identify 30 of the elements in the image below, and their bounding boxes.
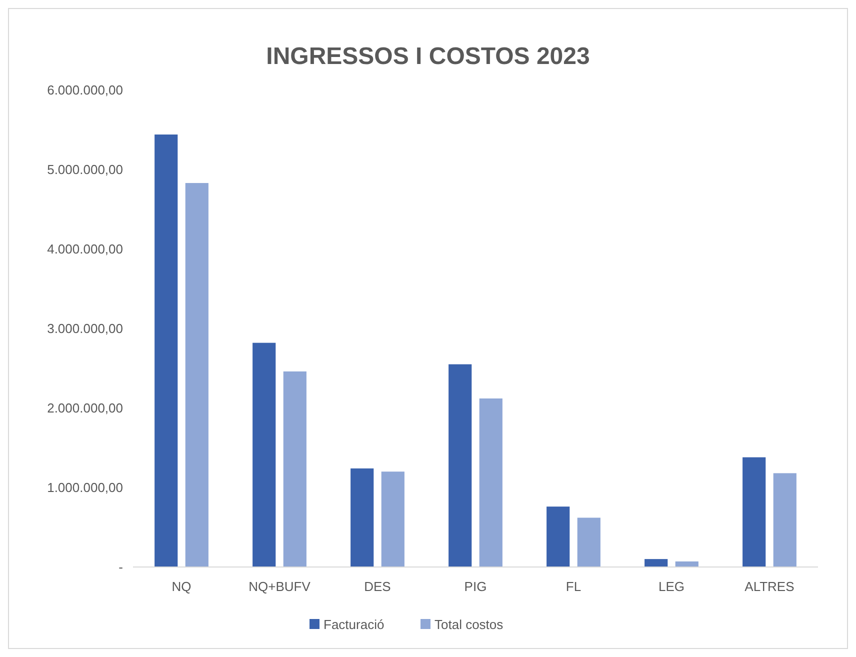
x-tick-label: DES	[364, 579, 392, 594]
x-tick-label: NQ	[172, 579, 192, 594]
x-tick-label: NQ+BUFV	[248, 579, 311, 594]
bar	[381, 472, 404, 567]
y-tick-label: -	[118, 560, 123, 575]
bar	[448, 364, 472, 567]
bar	[742, 457, 766, 567]
y-tick-label: 6.000.000,00	[47, 82, 123, 98]
legend-label: Total costos	[434, 617, 504, 632]
bar	[479, 398, 502, 567]
bar	[283, 371, 306, 567]
chart-title: INGRESSOS I COSTOS 2023	[266, 43, 590, 70]
bar	[644, 559, 668, 567]
bar	[185, 183, 208, 567]
bar	[252, 342, 276, 567]
bar	[546, 506, 570, 567]
x-tick-label: LEG	[658, 579, 684, 594]
bar	[577, 518, 600, 567]
x-tick-label: PIG	[464, 579, 487, 594]
x-tick-label: FL	[566, 579, 582, 594]
y-tick-label: 4.000.000,00	[47, 242, 123, 257]
x-tick-label: ALTRES	[744, 579, 795, 594]
legend-label: Facturació	[324, 617, 384, 632]
y-tick-label: 1.000.000,00	[47, 480, 123, 496]
bar	[773, 473, 796, 567]
bar	[350, 468, 374, 567]
y-tick-label: 5.000.000,00	[47, 162, 123, 178]
y-tick-label: 3.000.000,00	[47, 321, 123, 336]
y-tick-label: 2.000.000,00	[47, 400, 123, 416]
bar	[154, 134, 178, 567]
